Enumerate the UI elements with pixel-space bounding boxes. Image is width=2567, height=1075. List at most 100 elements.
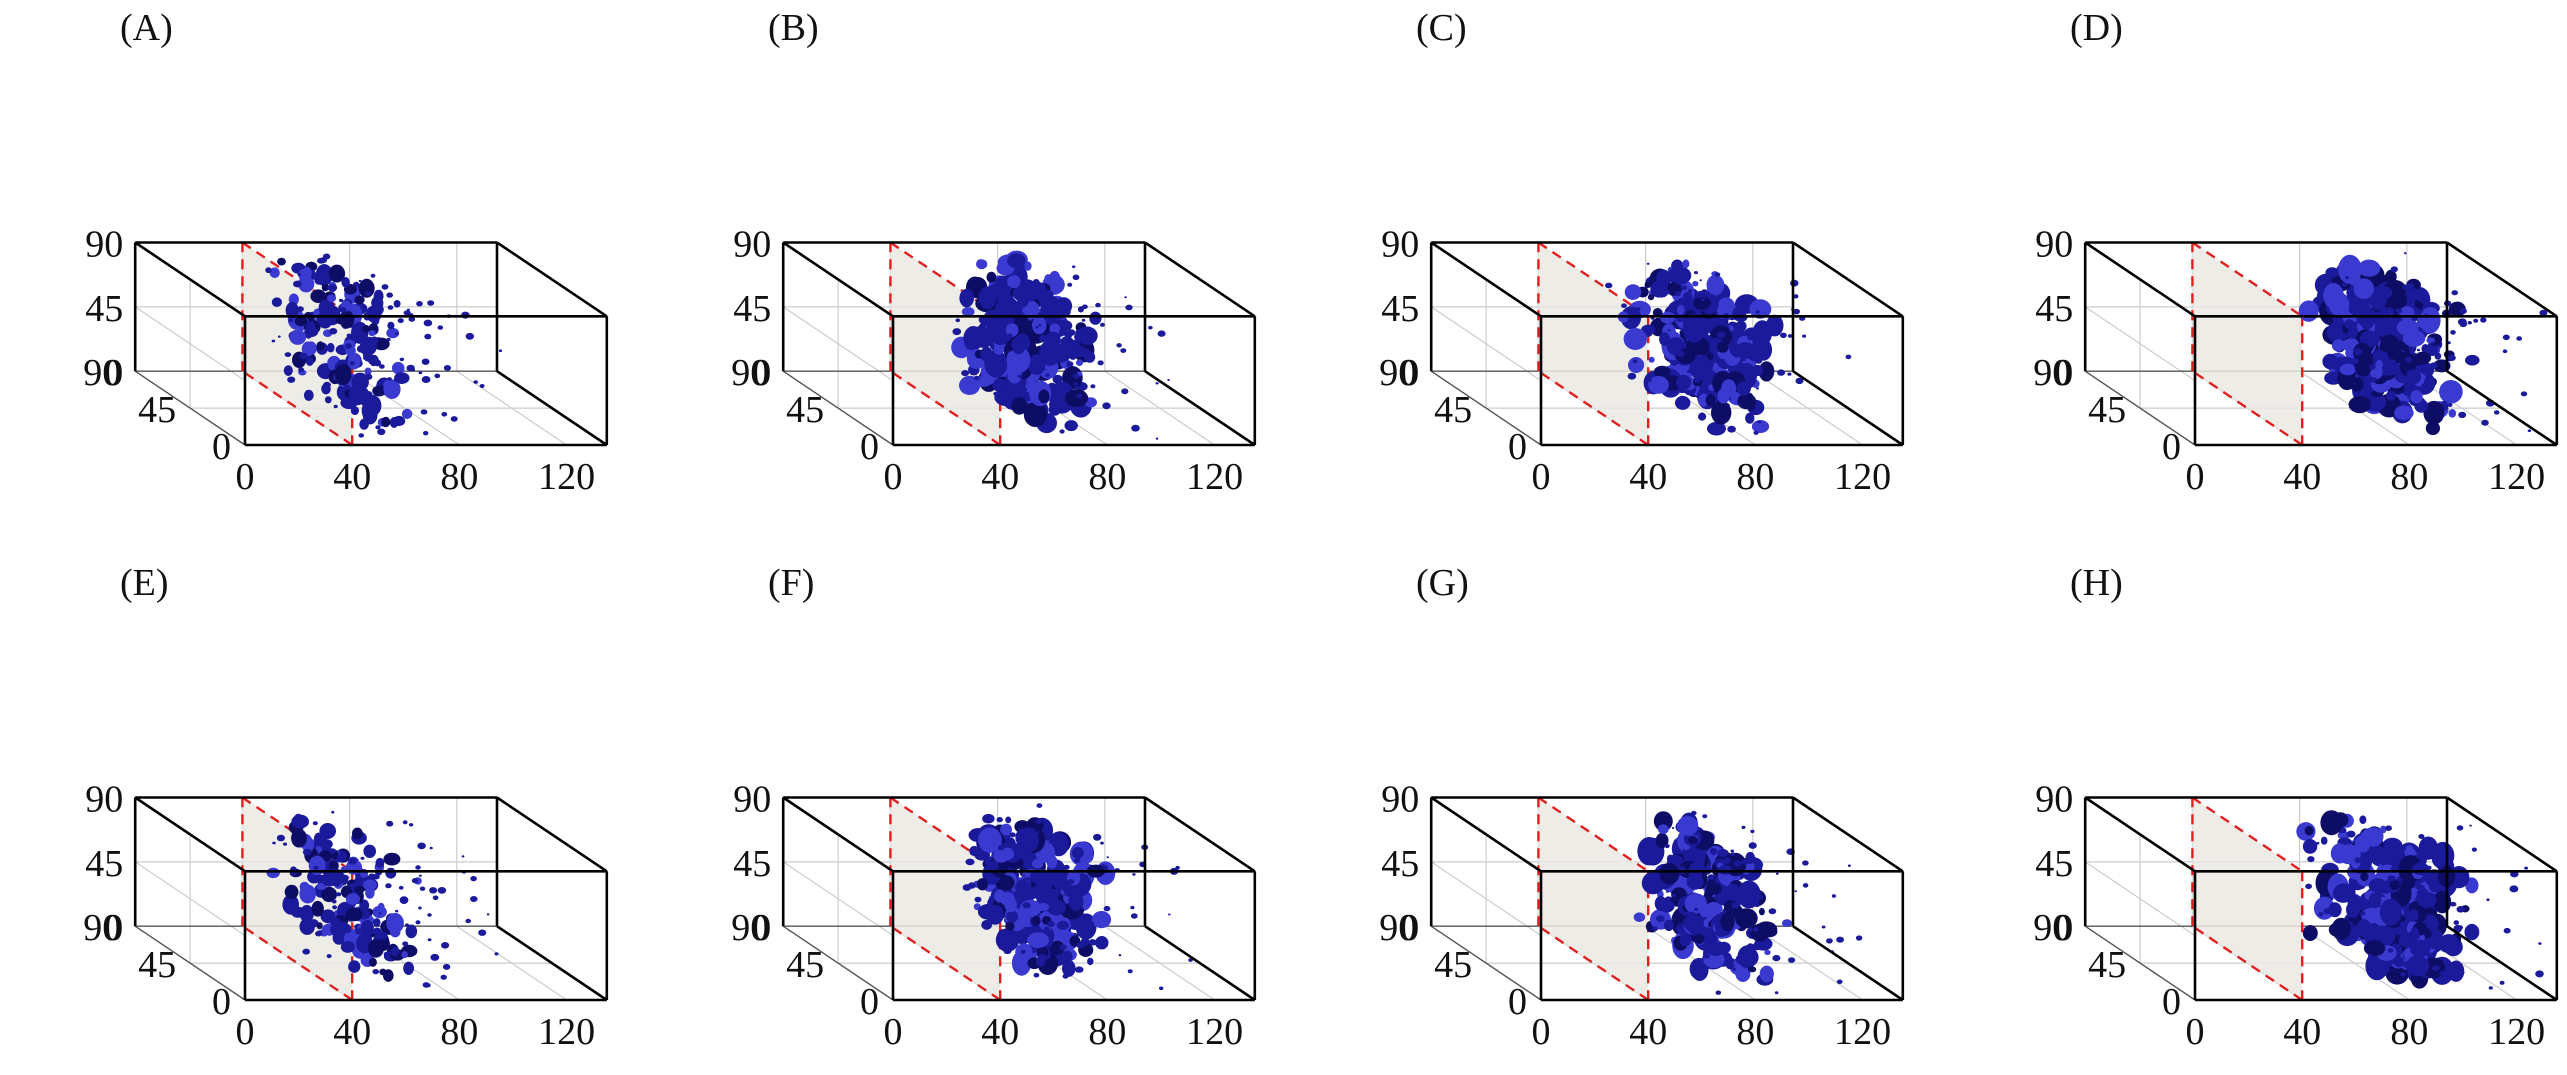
isosurface-blob [1653,365,1671,378]
isosurface-blob [341,277,350,288]
isosurface-fragment [1059,944,1067,951]
isosurface-fragment [363,388,368,392]
grid-line [1430,861,1542,937]
isosurface-blob [959,375,981,395]
isosurface-blob [1000,892,1015,906]
isosurface-blob [961,307,975,317]
isosurface-blob [1667,266,1692,285]
isosurface-blob [2408,930,2421,941]
isosurface-blob [311,900,324,917]
isosurface-fragment [381,284,389,290]
isosurface-fragment [302,948,311,955]
box-edge [1792,370,1904,447]
isosurface-blob [2354,835,2371,853]
x-tick-label: 80 [2390,1011,2428,1053]
isosurface-fragment [2360,911,2366,916]
isosurface-blob [1721,379,1737,398]
isosurface-fragment [955,318,961,323]
isosurface-fragment [1754,902,1760,908]
isosurface-fragment [296,306,304,312]
isosurface-blob [321,383,331,395]
isosurface-fragment [1017,374,1022,378]
isosurface-blob [291,828,307,848]
x-tick-label: 120 [538,1011,595,1053]
panel-e: (E) 0 40 80 120 0 45 90 0 45 90 [0,555,640,1075]
isosurface-fragment [1148,325,1153,330]
y-tick-label: 90 [2033,907,2071,949]
isosurface-fragment [1047,921,1055,928]
isosurface-fragment [326,954,332,959]
isosurface-fragment [272,841,276,845]
isosurface-blob [994,387,1019,407]
x-tick-label: 40 [981,1011,1019,1053]
isosurface-fragment [336,892,342,897]
isosurface-blob [1745,412,1755,424]
y-tick-label: 90 [1379,352,1417,394]
isosurface-fragment [2459,308,2467,314]
isosurface-fragment [2431,341,2435,345]
isosurface-fragment [402,941,409,947]
isosurface-blob [290,906,305,918]
isosurface-fragment [1730,852,1735,856]
isosurface-fragment [1121,388,1129,395]
panel-d: (D) 0 40 80 120 0 45 90 0 45 90 [1950,0,2567,520]
isosurface-fragment [1020,294,1027,299]
isosurface-fragment [2340,897,2346,902]
isosurface-fragment [332,905,337,910]
isosurface-fragment [1671,827,1675,829]
isosurface-blob [2338,254,2362,284]
isosurface-blob [368,330,376,337]
isosurface-fragment [415,920,421,925]
isosurface-blob [2302,925,2318,941]
isosurface-fragment [2520,391,2528,397]
isosurface-fragment [350,887,354,890]
isosurface-blob [269,267,280,279]
z-tick-label: 0 [2054,352,2073,394]
x-tick-label: 80 [440,456,478,498]
isosurface-blob [1027,354,1046,376]
isosurface-blob [373,918,381,927]
panel-f: (F) 0 40 80 120 0 45 90 0 45 90 [648,555,1288,1075]
isosurface-fragment [1062,973,1069,979]
isosurface-blob [1707,421,1726,436]
isosurface-fragment [1099,941,1106,946]
isosurface-blob [2353,278,2374,299]
isosurface-blob [354,885,365,894]
isosurface-fragment [2407,396,2411,399]
isosurface-fragment [1093,833,1102,841]
isosurface-blob [365,886,375,899]
isosurface-fragment [276,834,285,842]
isosurface-fragment [1741,858,1749,865]
isosurface-fragment [1646,262,1650,265]
y-tick-label: 90 [2033,352,2071,394]
isosurface-blob [343,384,351,391]
isosurface-blob [959,288,974,308]
isosurface-blob [1076,359,1083,367]
isosurface-fragment [443,365,451,371]
isosurface-blob [2464,923,2480,941]
isosurface-blob [326,342,335,353]
box-edge [1144,370,1256,447]
isosurface-fragment [1793,308,1800,315]
isosurface-fragment [1020,949,1026,954]
isosurface-blob [2378,319,2397,340]
isosurface-blob [2412,862,2429,876]
isosurface-fragment [1082,304,1088,310]
isosurface-blob [980,346,993,362]
isosurface-blob [1028,281,1047,300]
box-edge [2084,241,2196,318]
isosurface-blob [318,299,332,316]
isosurface-fragment [1003,363,1007,366]
isosurface-fragment [1680,285,1687,291]
y-tick-label: 90 [731,907,769,949]
isosurface-fragment [425,983,431,988]
isosurface-blob [1693,296,1711,310]
isosurface-blob [1066,910,1074,919]
x-tick-label: 120 [1834,456,1891,498]
isosurface-blob [304,326,319,338]
isosurface-blob [340,941,355,953]
isosurface-fragment [1699,279,1702,282]
isosurface-fragment [2387,928,2396,935]
isosurface-fragment [338,298,344,303]
isosurface-blob [1633,912,1646,922]
